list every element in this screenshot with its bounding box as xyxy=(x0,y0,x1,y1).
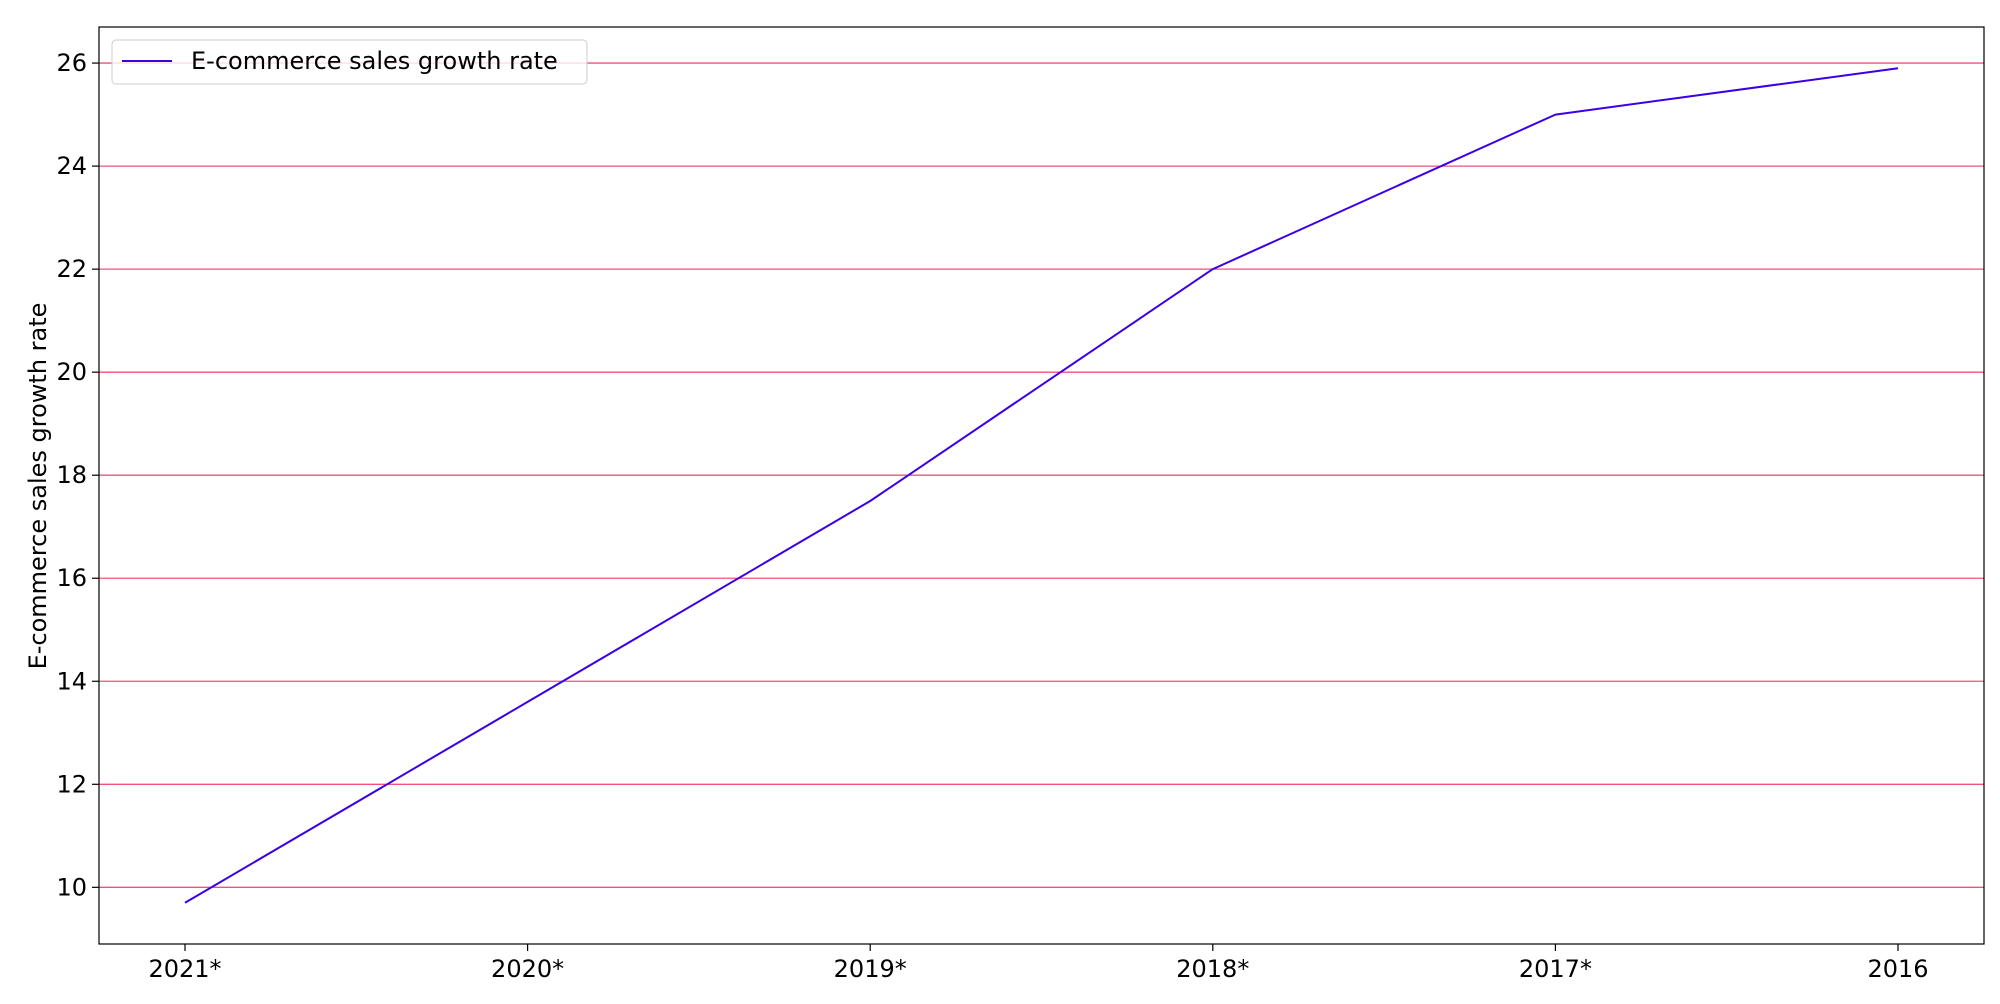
y-tick-label: 18 xyxy=(56,461,87,489)
x-tick-label: 2018* xyxy=(1176,955,1249,983)
x-tick-label: 2019* xyxy=(834,955,907,983)
x-tick-label: 2021* xyxy=(148,955,221,983)
y-tick-label: 26 xyxy=(56,49,87,77)
legend-box xyxy=(111,39,588,85)
legend: E-commerce sales growth rate xyxy=(111,39,588,85)
y-tick-label: 10 xyxy=(56,873,87,901)
y-tick-label: 22 xyxy=(56,255,87,283)
x-tick-label: 2016 xyxy=(1867,955,1928,983)
y-tick-label: 24 xyxy=(56,152,87,180)
x-tick-label: 2020* xyxy=(491,955,564,983)
x-tick-label: 2017* xyxy=(1519,955,1592,983)
y-axis-ticks: 10 12 14 16 18 20 22 24 26 xyxy=(56,49,99,901)
y-tick-label: 16 xyxy=(56,564,87,592)
y-axis-label: E-commerce sales growth rate xyxy=(24,303,52,670)
x-axis-ticks: 2021* 2020* 2019* 2018* 2017* 2016 xyxy=(148,944,1929,983)
plot-frame xyxy=(98,26,1985,945)
y-tick-label: 20 xyxy=(56,358,87,386)
y-tick-label: 14 xyxy=(56,667,87,695)
grid-lines xyxy=(99,62,1984,888)
series-line xyxy=(184,67,1899,904)
legend-label: E-commerce sales growth rate xyxy=(191,47,558,75)
series-lines xyxy=(184,67,1899,904)
y-tick-label: 12 xyxy=(56,770,87,798)
